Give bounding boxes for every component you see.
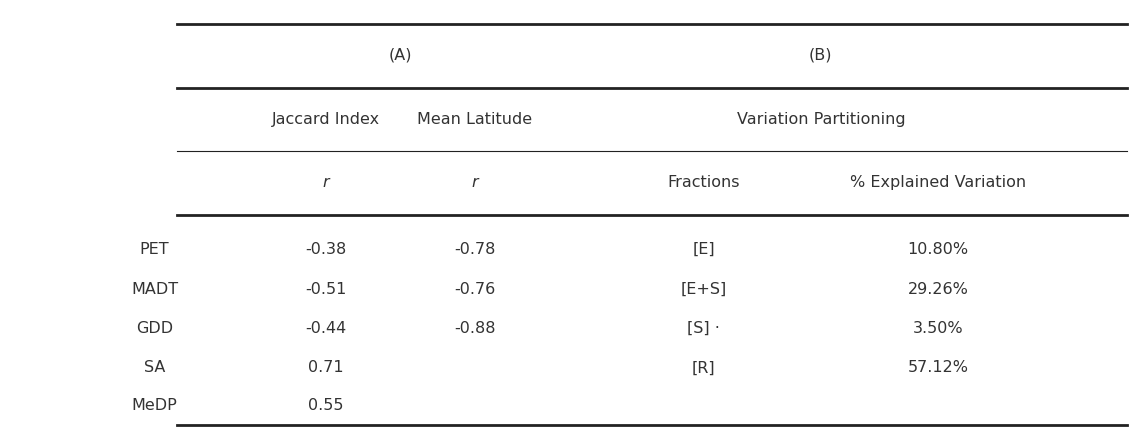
Text: SA: SA <box>144 360 165 375</box>
Text: Mean Latitude: Mean Latitude <box>418 112 532 127</box>
Text: % Explained Variation: % Explained Variation <box>850 175 1026 190</box>
Text: 0.71: 0.71 <box>308 360 344 375</box>
Text: -0.51: -0.51 <box>305 282 347 297</box>
Text: -0.44: -0.44 <box>305 321 347 336</box>
Text: 57.12%: 57.12% <box>907 360 969 375</box>
Text: 29.26%: 29.26% <box>907 282 969 297</box>
Text: -0.88: -0.88 <box>454 321 495 336</box>
Text: Jaccard Index: Jaccard Index <box>272 112 380 127</box>
Text: Fractions: Fractions <box>667 175 740 190</box>
Text: r: r <box>471 175 478 190</box>
Text: -0.76: -0.76 <box>454 282 495 297</box>
Text: [S] ·: [S] · <box>688 321 720 336</box>
Text: 0.55: 0.55 <box>308 398 344 413</box>
Text: (B): (B) <box>809 47 833 62</box>
Text: [E]: [E] <box>692 242 715 257</box>
Text: -0.38: -0.38 <box>305 242 347 257</box>
Text: r: r <box>323 175 329 190</box>
Text: [R]: [R] <box>692 360 715 375</box>
Text: [E+S]: [E+S] <box>681 282 726 297</box>
Text: MADT: MADT <box>130 282 178 297</box>
Text: Variation Partitioning: Variation Partitioning <box>737 112 905 127</box>
Text: -0.78: -0.78 <box>454 242 495 257</box>
Text: GDD: GDD <box>136 321 173 336</box>
Text: PET: PET <box>140 242 169 257</box>
Text: 10.80%: 10.80% <box>907 242 969 257</box>
Text: 3.50%: 3.50% <box>913 321 963 336</box>
Text: MeDP: MeDP <box>132 398 177 413</box>
Text: (A): (A) <box>389 47 412 62</box>
